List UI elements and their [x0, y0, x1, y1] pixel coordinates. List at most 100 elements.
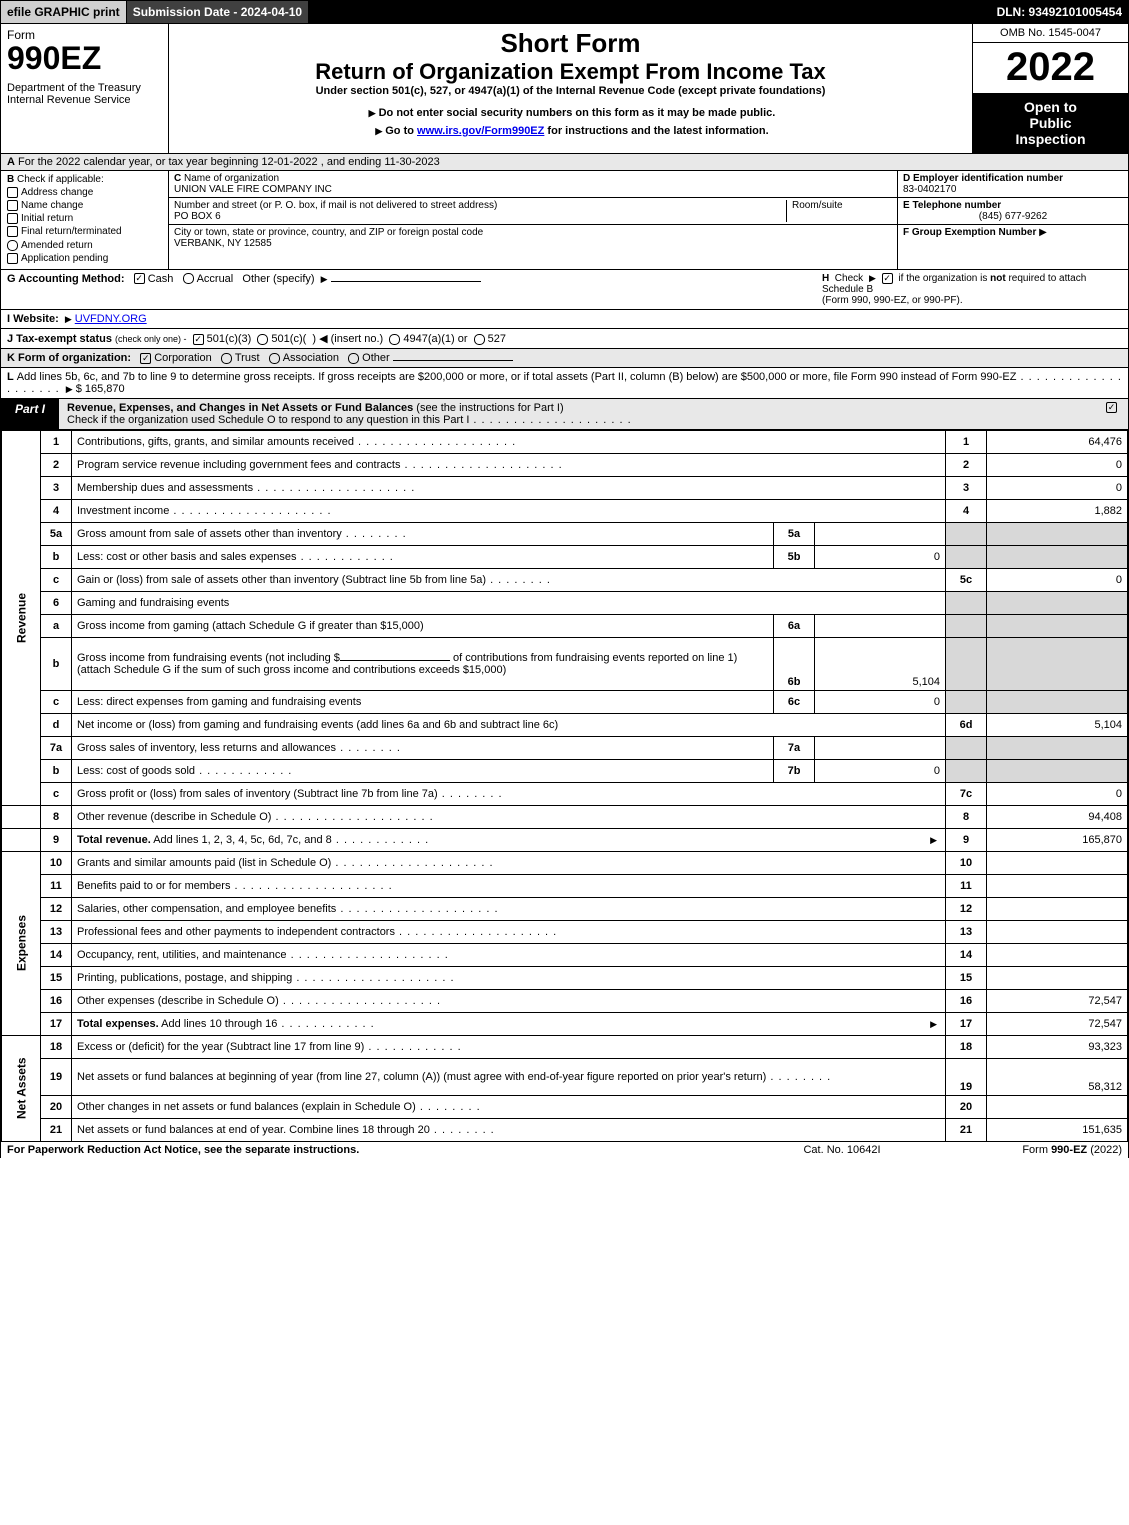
- table-row: 19Net assets or fund balances at beginni…: [2, 1058, 1128, 1095]
- table-row: 14Occupancy, rent, utilities, and mainte…: [2, 943, 1128, 966]
- schedule-b-checkbox[interactable]: [882, 273, 893, 284]
- final-return-label: Final return/terminated: [21, 227, 122, 238]
- website-link[interactable]: UVFDNY.ORG: [75, 313, 147, 325]
- col-B: B Check if applicable: Address change Na…: [1, 171, 169, 269]
- line10-value: [987, 851, 1128, 874]
- paperwork-notice: For Paperwork Reduction Act Notice, see …: [7, 1144, 742, 1156]
- col-C: C Name of organization UNION VALE FIRE C…: [169, 171, 897, 269]
- section-bcdef: B Check if applicable: Address change Na…: [0, 171, 1129, 270]
- line5b-value: 0: [815, 545, 946, 568]
- corporation-checkbox[interactable]: [140, 353, 151, 364]
- line14-value: [987, 943, 1128, 966]
- footer: For Paperwork Reduction Act Notice, see …: [0, 1142, 1129, 1158]
- ssn-warning: Do not enter social security numbers on …: [175, 107, 966, 119]
- line5a-value: [815, 522, 946, 545]
- dept-irs: Internal Revenue Service: [7, 94, 162, 106]
- initial-return-checkbox[interactable]: [7, 213, 18, 224]
- table-row: dNet income or (loss) from gaming and fu…: [2, 713, 1128, 736]
- amended-return-checkbox[interactable]: [7, 240, 18, 251]
- association-checkbox[interactable]: [269, 353, 280, 364]
- table-row: cGain or (loss) from sale of assets othe…: [2, 568, 1128, 591]
- efile-print-button[interactable]: efile GRAPHIC print: [1, 1, 127, 23]
- table-row: cGross profit or (loss) from sales of in…: [2, 782, 1128, 805]
- table-row: 12Salaries, other compensation, and empl…: [2, 897, 1128, 920]
- line6d-value: 5,104: [987, 713, 1128, 736]
- dept-treasury: Department of the Treasury: [7, 82, 162, 94]
- line12-value: [987, 897, 1128, 920]
- submission-date-label: Submission Date - 2024-04-10: [127, 1, 309, 23]
- top-bar: efile GRAPHIC print Submission Date - 20…: [0, 0, 1129, 24]
- line4-value: 1,882: [987, 499, 1128, 522]
- initial-return-label: Initial return: [21, 213, 73, 224]
- org-city: VERBANK, NY 12585: [174, 238, 272, 249]
- cat-no: Cat. No. 10642I: [742, 1144, 942, 1156]
- phone-label: E Telephone number: [903, 200, 1001, 211]
- other-org-checkbox[interactable]: [348, 353, 359, 364]
- table-row: 4Investment income41,882: [2, 499, 1128, 522]
- 501c-checkbox[interactable]: [257, 334, 268, 345]
- 501c3-checkbox[interactable]: [193, 334, 204, 345]
- header-mid: Short Form Return of Organization Exempt…: [169, 24, 972, 153]
- title-main: Return of Organization Exempt From Incom…: [175, 59, 966, 85]
- line6c-value: 0: [815, 690, 946, 713]
- line-K: K Form of organization: Corporation Trus…: [0, 349, 1129, 368]
- table-row: aGross income from gaming (attach Schedu…: [2, 614, 1128, 637]
- accrual-checkbox[interactable]: [183, 273, 194, 284]
- phone-value: (845) 677-9262: [903, 211, 1123, 222]
- line-J: J Tax-exempt status (check only one) - 5…: [0, 329, 1129, 349]
- table-row: 5aGross amount from sale of assets other…: [2, 522, 1128, 545]
- line18-value: 93,323: [987, 1035, 1128, 1058]
- line2-value: 0: [987, 453, 1128, 476]
- table-row: 13Professional fees and other payments t…: [2, 920, 1128, 943]
- amended-return-label: Amended return: [21, 240, 93, 251]
- address-change-checkbox[interactable]: [7, 187, 18, 198]
- room-suite-label: Room/suite: [792, 200, 843, 211]
- subtitle: Under section 501(c), 527, or 4947(a)(1)…: [175, 85, 966, 97]
- table-row: 9Total revenue. Add lines 1, 2, 3, 4, 5c…: [2, 828, 1128, 851]
- ein-label: D Employer identification number: [903, 173, 1063, 184]
- omb-number: OMB No. 1545-0047: [973, 24, 1128, 43]
- table-row: Revenue 1Contributions, gifts, grants, a…: [2, 430, 1128, 453]
- table-row: cLess: direct expenses from gaming and f…: [2, 690, 1128, 713]
- line21-value: 151,635: [987, 1118, 1128, 1141]
- line6a-value: [815, 614, 946, 637]
- line8-value: 94,408: [987, 805, 1128, 828]
- revenue-vertical-label: Revenue: [2, 430, 41, 805]
- table-row: 21Net assets or fund balances at end of …: [2, 1118, 1128, 1141]
- final-return-checkbox[interactable]: [7, 226, 18, 237]
- trust-checkbox[interactable]: [221, 353, 232, 364]
- header-left: Form 990EZ Department of the Treasury In…: [1, 24, 169, 153]
- goto-line: Go to www.irs.gov/Form990EZ for instruct…: [175, 125, 966, 137]
- ein-value: 83-0402170: [903, 184, 956, 195]
- netassets-vertical-label: Net Assets: [2, 1035, 41, 1141]
- application-pending-label: Application pending: [21, 253, 108, 264]
- line7c-value: 0: [987, 782, 1128, 805]
- line13-value: [987, 920, 1128, 943]
- 4947-checkbox[interactable]: [389, 334, 400, 345]
- line7b-value: 0: [815, 759, 946, 782]
- table-row: 16Other expenses (describe in Schedule O…: [2, 989, 1128, 1012]
- title-short: Short Form: [175, 28, 966, 59]
- application-pending-checkbox[interactable]: [7, 253, 18, 264]
- line5c-value: 0: [987, 568, 1128, 591]
- line7a-value: [815, 736, 946, 759]
- table-row: 3Membership dues and assessments30: [2, 476, 1128, 499]
- table-row: Net Assets 18Excess or (deficit) for the…: [2, 1035, 1128, 1058]
- table-row: 15Printing, publications, postage, and s…: [2, 966, 1128, 989]
- line20-value: [987, 1095, 1128, 1118]
- address-change-label: Address change: [21, 187, 93, 198]
- table-row: 20Other changes in net assets or fund ba…: [2, 1095, 1128, 1118]
- 527-checkbox[interactable]: [474, 334, 485, 345]
- line16-value: 72,547: [987, 989, 1128, 1012]
- dln-label: DLN: 93492101005454: [991, 1, 1128, 23]
- schedule-o-checkbox[interactable]: [1106, 402, 1117, 413]
- table-row: bGross income from fundraising events (n…: [2, 637, 1128, 690]
- line-L: L Add lines 5b, 6c, and 7b to line 9 to …: [0, 368, 1129, 399]
- name-change-checkbox[interactable]: [7, 200, 18, 211]
- cash-checkbox[interactable]: [134, 273, 145, 284]
- irs-link[interactable]: www.irs.gov/Form990EZ: [417, 125, 544, 137]
- part1-header: Part I Revenue, Expenses, and Changes in…: [0, 399, 1129, 430]
- open-public-badge: Open to Public Inspection: [973, 93, 1128, 153]
- line-I: I Website: UVFDNY.ORG: [0, 310, 1129, 329]
- table-row: 2Program service revenue including gover…: [2, 453, 1128, 476]
